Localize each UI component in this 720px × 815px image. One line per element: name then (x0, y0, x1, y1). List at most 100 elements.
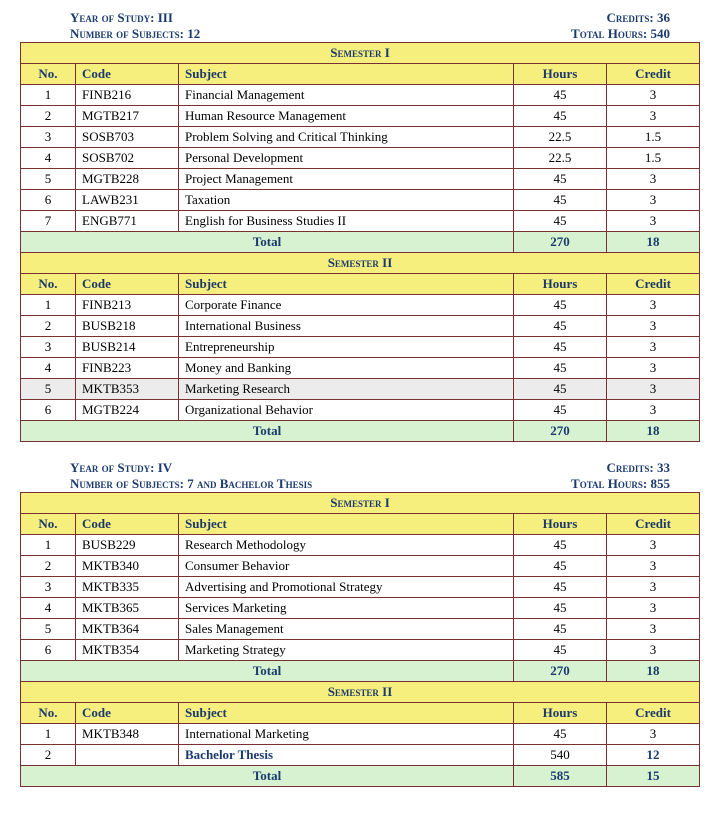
cell-subject: Marketing Research (179, 379, 514, 400)
table-row: 4FINB223Money and Banking453 (21, 358, 700, 379)
cell-credit: 3 (607, 724, 700, 745)
cell-subject: Consumer Behavior (179, 556, 514, 577)
col-subject: Subject (179, 703, 514, 724)
cell-code: MKTB354 (76, 640, 179, 661)
table-row: 6MGTB224Organizational Behavior453 (21, 400, 700, 421)
year-of-study: Year of Study: III (70, 10, 173, 26)
cell-credit: 3 (607, 640, 700, 661)
cell-code: MKTB365 (76, 598, 179, 619)
table-row: 2BUSB218International Business453 (21, 316, 700, 337)
semester-title-row: Semester II (21, 253, 700, 274)
total-hours-cell: 270 (514, 232, 607, 253)
cell-code: BUSB218 (76, 316, 179, 337)
cell-hours: 22.5 (514, 127, 607, 148)
cell-no: 5 (21, 619, 76, 640)
cell-code: SOSB703 (76, 127, 179, 148)
total-hours-cell: 270 (514, 661, 607, 682)
cell-hours: 45 (514, 169, 607, 190)
table-row: 1FINB213Corporate Finance453 (21, 295, 700, 316)
block-header-line2: Number of Subjects: 12Total Hours: 540 (20, 26, 700, 42)
cell-credit: 3 (607, 400, 700, 421)
cell-code: MGTB217 (76, 106, 179, 127)
cell-code: LAWB231 (76, 190, 179, 211)
table-row: 6MKTB354Marketing Strategy453 (21, 640, 700, 661)
cell-code: BUSB229 (76, 535, 179, 556)
cell-code: MKTB364 (76, 619, 179, 640)
cell-no: 6 (21, 190, 76, 211)
semester-title-row: Semester I (21, 43, 700, 64)
curriculum-table: Semester INo.CodeSubjectHoursCredit1BUSB… (20, 492, 700, 787)
cell-no: 4 (21, 148, 76, 169)
cell-hours: 45 (514, 211, 607, 232)
cell-subject: English for Business Studies II (179, 211, 514, 232)
total-credit-cell: 18 (607, 232, 700, 253)
cell-no: 3 (21, 127, 76, 148)
cell-hours: 540 (514, 745, 607, 766)
col-credit: Credit (607, 703, 700, 724)
cell-subject: Entrepreneurship (179, 337, 514, 358)
total-credit-cell: 18 (607, 661, 700, 682)
cell-no: 2 (21, 556, 76, 577)
cell-subject: International Marketing (179, 724, 514, 745)
cell-subject: Human Resource Management (179, 106, 514, 127)
total-label: Total (21, 232, 514, 253)
credits-total: Credits: 36 (607, 10, 670, 26)
table-row: 5MKTB353Marketing Research453 (21, 379, 700, 400)
semester-title-row: Semester II (21, 682, 700, 703)
cell-code: MGTB228 (76, 169, 179, 190)
cell-hours: 45 (514, 190, 607, 211)
cell-hours: 22.5 (514, 148, 607, 169)
column-header-row: No.CodeSubjectHoursCredit (21, 514, 700, 535)
cell-subject: Sales Management (179, 619, 514, 640)
cell-hours: 45 (514, 724, 607, 745)
semester-title: Semester I (21, 43, 700, 64)
col-hours: Hours (514, 703, 607, 724)
col-no: No. (21, 274, 76, 295)
col-hours: Hours (514, 514, 607, 535)
cell-code: FINB216 (76, 85, 179, 106)
col-credit: Credit (607, 274, 700, 295)
table-row: 4MKTB365Services Marketing453 (21, 598, 700, 619)
semester-title-row: Semester I (21, 493, 700, 514)
cell-subject: Taxation (179, 190, 514, 211)
table-row: 1BUSB229Research Methodology453 (21, 535, 700, 556)
col-code: Code (76, 514, 179, 535)
total-hours-cell: 585 (514, 766, 607, 787)
credits-total: Credits: 33 (607, 460, 670, 476)
cell-hours: 45 (514, 316, 607, 337)
cell-no: 1 (21, 535, 76, 556)
total-label: Total (21, 766, 514, 787)
cell-hours: 45 (514, 295, 607, 316)
semester-title: Semester II (21, 682, 700, 703)
total-row: Total58515 (21, 766, 700, 787)
cell-no: 4 (21, 598, 76, 619)
cell-code: FINB213 (76, 295, 179, 316)
total-credit-cell: 15 (607, 766, 700, 787)
col-hours: Hours (514, 64, 607, 85)
cell-no: 2 (21, 745, 76, 766)
year-of-study: Year of Study: IV (70, 460, 172, 476)
table-row: 2MGTB217Human Resource Management453 (21, 106, 700, 127)
table-row: 6LAWB231Taxation453 (21, 190, 700, 211)
col-no: No. (21, 64, 76, 85)
cell-credit: 3 (607, 379, 700, 400)
cell-code: MKTB335 (76, 577, 179, 598)
cell-credit: 3 (607, 337, 700, 358)
cell-subject: Project Management (179, 169, 514, 190)
num-subjects: Number of Subjects: 7 and Bachelor Thesi… (70, 476, 312, 492)
cell-no: 1 (21, 85, 76, 106)
cell-hours: 45 (514, 379, 607, 400)
total-row: Total27018 (21, 421, 700, 442)
block-header-line1: Year of Study: III Credits: 36 (20, 10, 700, 26)
cell-code: BUSB214 (76, 337, 179, 358)
block-header-line2: Number of Subjects: 7 and Bachelor Thesi… (20, 476, 700, 492)
col-hours: Hours (514, 274, 607, 295)
cell-subject: Problem Solving and Critical Thinking (179, 127, 514, 148)
cell-credit: 1.5 (607, 148, 700, 169)
cell-subject: Financial Management (179, 85, 514, 106)
total-row: Total27018 (21, 232, 700, 253)
cell-subject: Advertising and Promotional Strategy (179, 577, 514, 598)
table-row: 3BUSB214Entrepreneurship453 (21, 337, 700, 358)
cell-subject: International Business (179, 316, 514, 337)
col-credit: Credit (607, 514, 700, 535)
